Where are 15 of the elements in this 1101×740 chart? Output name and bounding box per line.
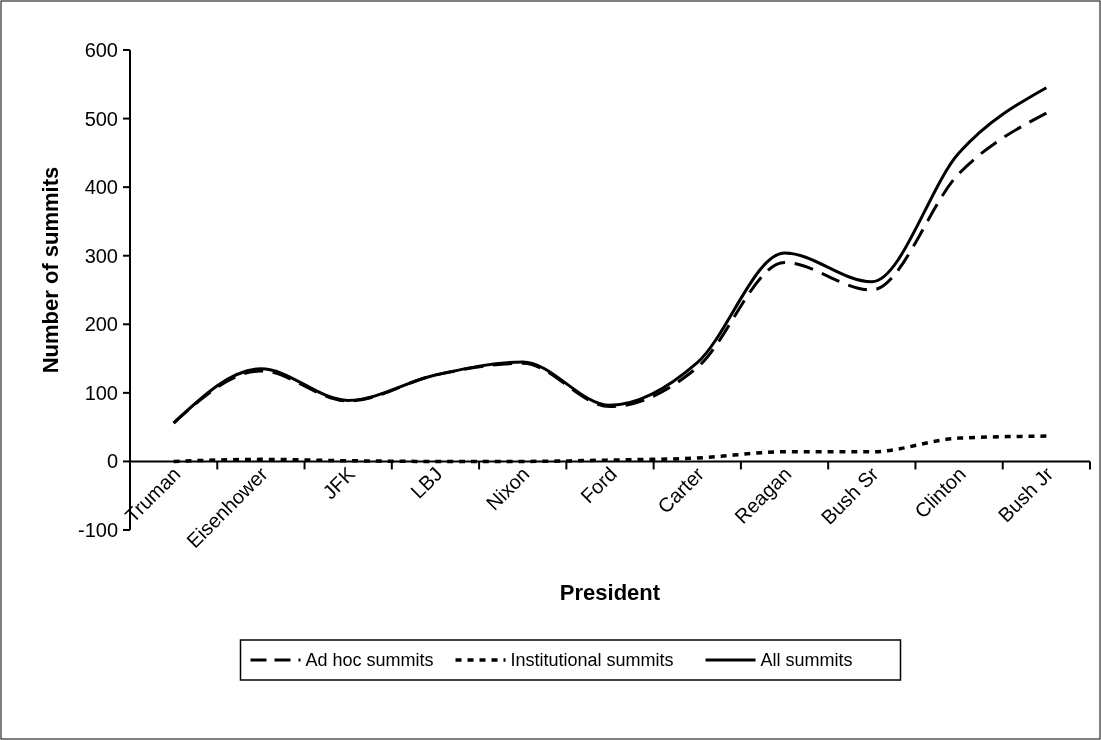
x-tick-label: JFK [318, 462, 360, 504]
x-tick-label: LBJ [406, 462, 447, 503]
y-tick-label: 400 [84, 176, 118, 199]
y-tick-label: 0 [106, 450, 118, 473]
y-tick-label: 300 [84, 244, 118, 267]
legend-label: Ad hoc summits [305, 650, 434, 671]
legend-label: Institutional summits [510, 650, 674, 671]
y-tick-label: 200 [84, 313, 118, 336]
y-axis-title: Number of summits [38, 166, 63, 374]
y-tick-label: 100 [84, 381, 118, 404]
y-tick-label: 500 [84, 107, 118, 130]
y-tick-label: -100 [77, 519, 118, 541]
y-tick-label: 600 [84, 39, 118, 61]
x-axis-title: President [559, 580, 661, 605]
legend-label: All summits [760, 650, 853, 671]
